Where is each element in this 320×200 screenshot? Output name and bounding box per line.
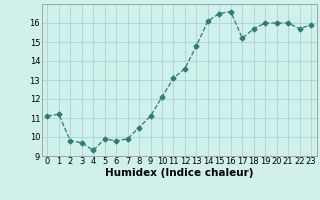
X-axis label: Humidex (Indice chaleur): Humidex (Indice chaleur) [105,168,253,178]
